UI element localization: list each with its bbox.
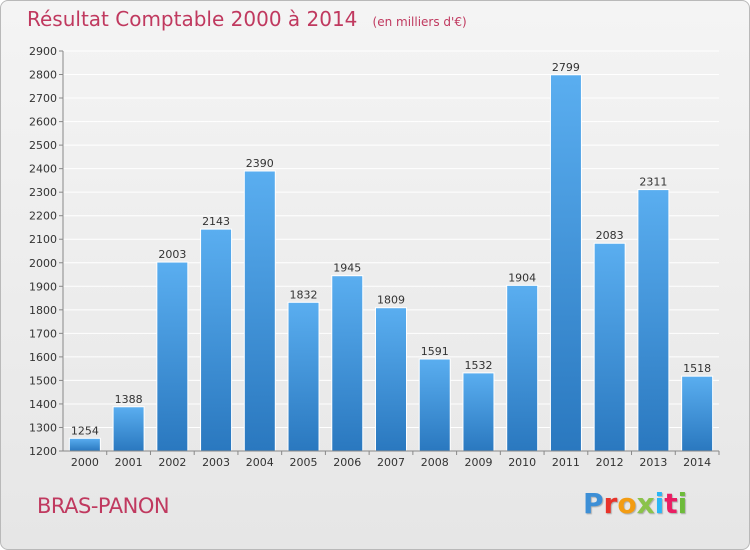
bar-2010 xyxy=(506,284,539,452)
x-tick-label: 2002 xyxy=(158,456,186,469)
x-tick-label: 2014 xyxy=(683,456,711,469)
bar-2013 xyxy=(637,189,670,452)
x-tick-label: 2001 xyxy=(115,456,143,469)
value-label: 1591 xyxy=(421,345,449,358)
value-label: 1518 xyxy=(683,362,711,375)
bar-2008 xyxy=(418,358,451,452)
x-tick-label: 2009 xyxy=(464,456,492,469)
logo-letter: r xyxy=(603,487,618,520)
logo-letter: i xyxy=(654,487,665,520)
chart-title: Résultat Comptable 2000 à 2014 xyxy=(27,7,358,31)
x-tick-label: 2008 xyxy=(421,456,449,469)
value-label: 1945 xyxy=(333,262,361,275)
value-label: 2311 xyxy=(639,176,667,189)
x-axis: 2000 2001 2002 2003 2004 2005 2006 2007 2008 2009… xyxy=(63,450,720,469)
logo-letter: i xyxy=(677,487,688,520)
value-label: 2003 xyxy=(158,248,186,261)
value-label: 2143 xyxy=(202,215,230,228)
value-labels: 1254 1388 2003 2143 2390 1832 1945 1809 1591 1532… xyxy=(71,61,711,438)
bar-2012 xyxy=(593,242,626,452)
y-axis: 1200 1300 1400 1500 1600 1700 1800 1900 2000 2100… xyxy=(29,45,64,458)
value-label: 1532 xyxy=(464,359,492,372)
chart-title-block: Résultat Comptable 2000 à 2014 (en milli… xyxy=(27,7,467,31)
bar-2003 xyxy=(200,228,233,452)
y-tick-label: 1700 xyxy=(29,327,57,340)
x-tick-label: 2013 xyxy=(639,456,667,469)
y-tick-label: 1500 xyxy=(29,374,57,387)
y-tick-label: 2900 xyxy=(29,45,57,58)
logo-letter: x xyxy=(636,487,655,520)
y-tick-label: 2400 xyxy=(29,163,57,176)
value-label: 2083 xyxy=(596,229,624,242)
value-label: 1388 xyxy=(115,393,143,406)
x-tick-label: 2000 xyxy=(71,456,99,469)
bar-2001 xyxy=(112,406,145,452)
place-name: BRAS-PANON xyxy=(37,494,170,518)
value-label: 1904 xyxy=(508,271,536,284)
y-tick-label: 2600 xyxy=(29,116,57,129)
x-tick-label: 2007 xyxy=(377,456,405,469)
bar-2002 xyxy=(156,261,189,452)
value-label: 2390 xyxy=(246,157,274,170)
proxiti-logo: Proxiti xyxy=(583,487,687,520)
bar-2007 xyxy=(375,307,407,452)
y-tick-label: 1900 xyxy=(29,280,57,293)
logo-letter: P xyxy=(583,487,604,520)
value-label: 1254 xyxy=(71,424,99,437)
logo-letter: o xyxy=(617,487,637,520)
y-tick-label: 1600 xyxy=(29,351,57,364)
y-tick-label: 2300 xyxy=(29,186,57,199)
y-tick-label: 1800 xyxy=(29,304,57,317)
bar-2005 xyxy=(287,301,320,452)
y-tick-label: 2100 xyxy=(29,233,57,246)
y-tick-label: 2700 xyxy=(29,92,57,105)
bar-2006 xyxy=(331,275,364,452)
x-tick-label: 2005 xyxy=(290,456,318,469)
x-tick-label: 2012 xyxy=(596,456,624,469)
bar-2014 xyxy=(681,375,714,452)
chart-subtitle: (en milliers d'€) xyxy=(372,15,467,29)
logo-letter: t xyxy=(664,487,678,520)
x-tick-label: 2003 xyxy=(202,456,230,469)
y-tick-label: 1300 xyxy=(29,421,57,434)
value-label: 1832 xyxy=(290,288,318,301)
x-tick-label: 2006 xyxy=(333,456,361,469)
y-tick-label: 1200 xyxy=(29,445,57,458)
y-tick-label: 2800 xyxy=(29,69,57,82)
bar-2000 xyxy=(68,437,101,452)
bar-2011 xyxy=(549,74,582,452)
y-tick-label: 2000 xyxy=(29,257,57,270)
x-tick-label: 2004 xyxy=(246,456,274,469)
y-tick-label: 2200 xyxy=(29,210,57,223)
x-tick-label: 2011 xyxy=(552,456,580,469)
bar-2009 xyxy=(462,372,495,452)
y-tick-label: 2500 xyxy=(29,139,57,152)
y-tick-label: 1400 xyxy=(29,398,57,411)
bars xyxy=(68,74,714,452)
value-label: 2799 xyxy=(552,61,580,74)
x-tick-label: 2010 xyxy=(508,456,536,469)
bar-2004 xyxy=(243,170,276,452)
value-label: 1809 xyxy=(377,294,405,307)
